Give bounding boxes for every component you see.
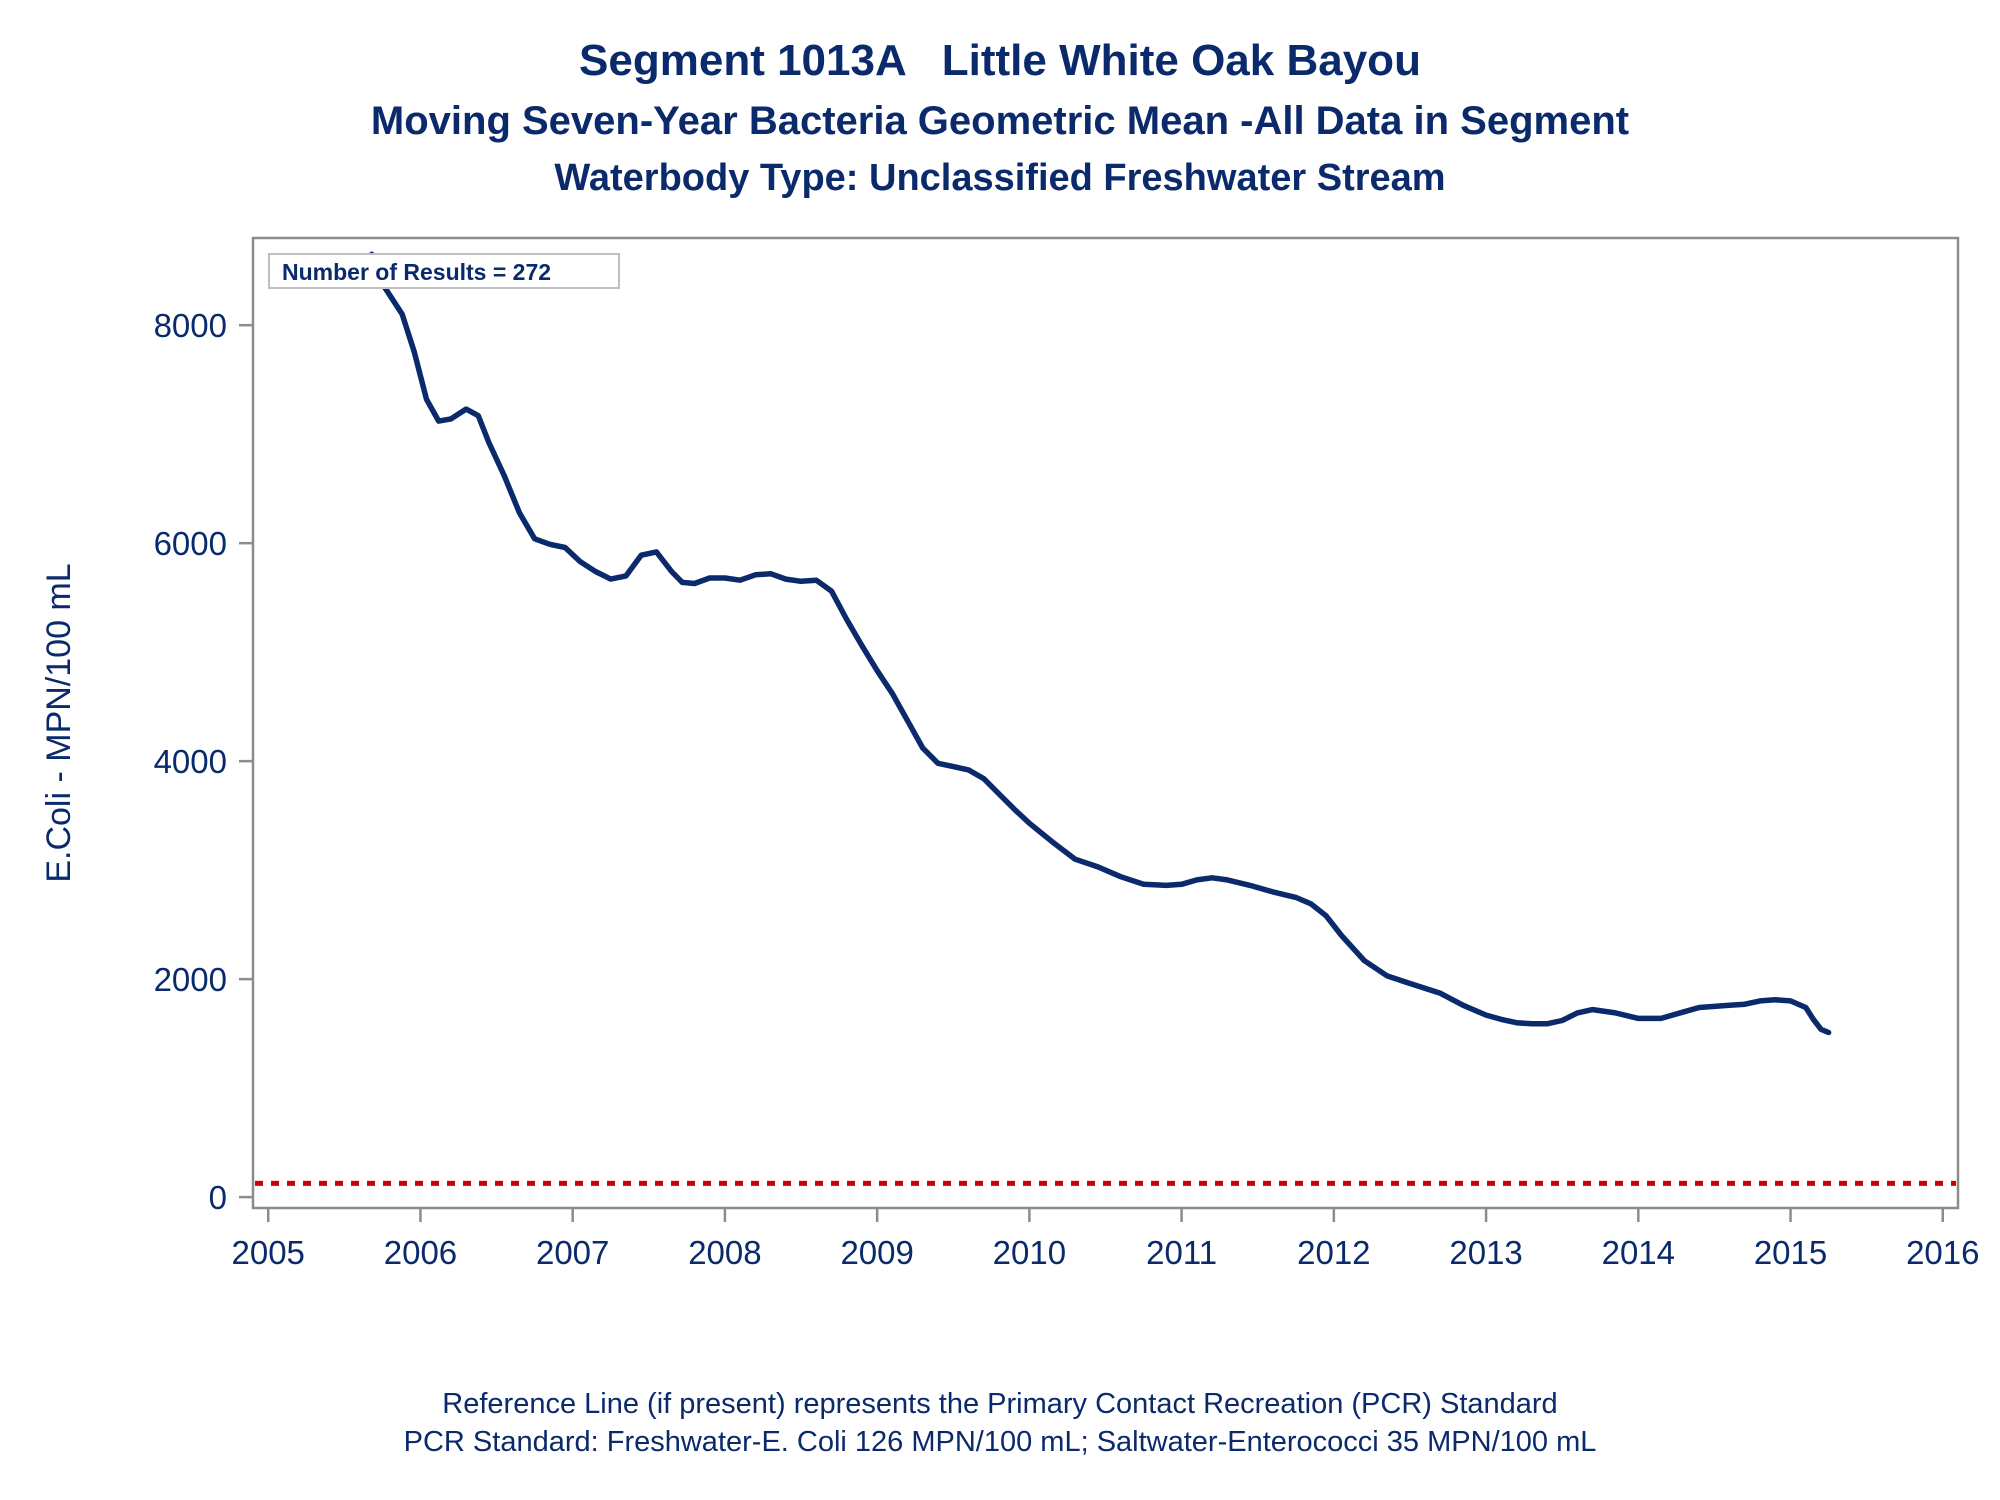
x-tick-label: 2014 bbox=[1602, 1234, 1675, 1271]
x-tick-label: 2016 bbox=[1906, 1234, 1979, 1271]
y-axis-label: E.Coli - MPN/100 mL bbox=[40, 563, 78, 882]
x-tick-label: 2010 bbox=[993, 1234, 1066, 1271]
y-tick-label: 8000 bbox=[154, 307, 227, 344]
series-line-geomean bbox=[368, 251, 1832, 1036]
x-tick-label: 2007 bbox=[536, 1234, 609, 1271]
plot-frame bbox=[251, 236, 1960, 1210]
result-count-text: Number of Results = 272 bbox=[282, 259, 551, 285]
footnote-line-2: PCR Standard: Freshwater-E. Coli 126 MPN… bbox=[403, 1426, 1597, 1458]
x-tick-label: 2012 bbox=[1297, 1234, 1370, 1271]
y-tick-label: 4000 bbox=[154, 743, 227, 780]
x-tick-label: 2015 bbox=[1754, 1234, 1827, 1271]
series-group bbox=[368, 251, 1832, 1036]
x-tick-label: 2011 bbox=[1146, 1234, 1217, 1271]
chart-title: Segment 1013A Little White Oak Bayou bbox=[579, 36, 1421, 85]
y-axis: 0 2000 4000 6000 8000 bbox=[154, 307, 253, 1216]
result-count-box: Number of Results = 272 bbox=[268, 253, 620, 289]
x-axis: 2005 2006 2007 2008 2009 2010 2011 2012 2013 2014… bbox=[232, 1208, 1979, 1271]
title-block: Segment 1013A Little White Oak Bayou Mov… bbox=[0, 30, 2000, 206]
chart-subtitle: Moving Seven-Year Bacteria Geometric Mea… bbox=[370, 99, 1630, 143]
x-tick-label: 2008 bbox=[688, 1234, 761, 1271]
result-count-frame bbox=[268, 253, 620, 289]
footnotes: Reference Line (if present) represents t… bbox=[0, 1385, 2000, 1461]
x-tick-label: 2005 bbox=[232, 1234, 305, 1271]
x-tick-label: 2009 bbox=[840, 1234, 913, 1271]
footnote-line-1: Reference Line (if present) represents t… bbox=[442, 1388, 1558, 1420]
y-tick-label: 6000 bbox=[154, 525, 227, 562]
y-tick-label: 0 bbox=[209, 1179, 227, 1216]
x-tick-label: 2013 bbox=[1449, 1234, 1522, 1271]
x-tick-label: 2006 bbox=[384, 1234, 457, 1271]
chart-subtitle-2: Waterbody Type: Unclassified Freshwater … bbox=[554, 157, 1446, 199]
y-tick-label: 2000 bbox=[154, 961, 227, 998]
